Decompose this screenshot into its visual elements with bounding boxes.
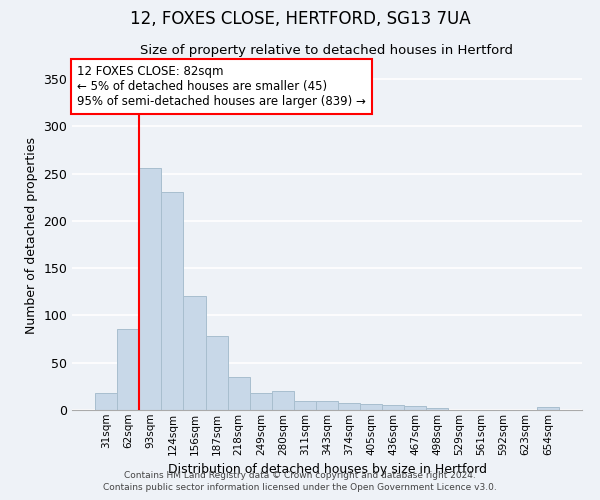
Bar	[184, 296, 206, 410]
Bar	[338, 404, 360, 410]
Text: Contains HM Land Registry data © Crown copyright and database right 2024.: Contains HM Land Registry data © Crown c…	[124, 471, 476, 480]
Bar	[95, 393, 117, 410]
Bar	[272, 391, 294, 410]
Bar	[316, 402, 338, 410]
Bar	[117, 328, 139, 410]
Text: 12 FOXES CLOSE: 82sqm
← 5% of detached houses are smaller (45)
95% of semi-detac: 12 FOXES CLOSE: 82sqm ← 5% of detached h…	[77, 65, 366, 108]
Bar	[427, 408, 448, 410]
Bar	[537, 407, 559, 410]
Bar	[250, 393, 272, 410]
X-axis label: Distribution of detached houses by size in Hertford: Distribution of detached houses by size …	[167, 463, 487, 476]
Text: 12, FOXES CLOSE, HERTFORD, SG13 7UA: 12, FOXES CLOSE, HERTFORD, SG13 7UA	[130, 10, 470, 28]
Bar	[227, 377, 250, 410]
Bar	[139, 168, 161, 410]
Bar	[206, 336, 227, 410]
Bar	[161, 192, 184, 410]
Bar	[360, 404, 382, 410]
Bar	[382, 406, 404, 410]
Bar	[404, 406, 427, 410]
Y-axis label: Number of detached properties: Number of detached properties	[25, 136, 38, 334]
Text: Contains public sector information licensed under the Open Government Licence v3: Contains public sector information licen…	[103, 484, 497, 492]
Title: Size of property relative to detached houses in Hertford: Size of property relative to detached ho…	[140, 44, 514, 58]
Bar	[294, 400, 316, 410]
